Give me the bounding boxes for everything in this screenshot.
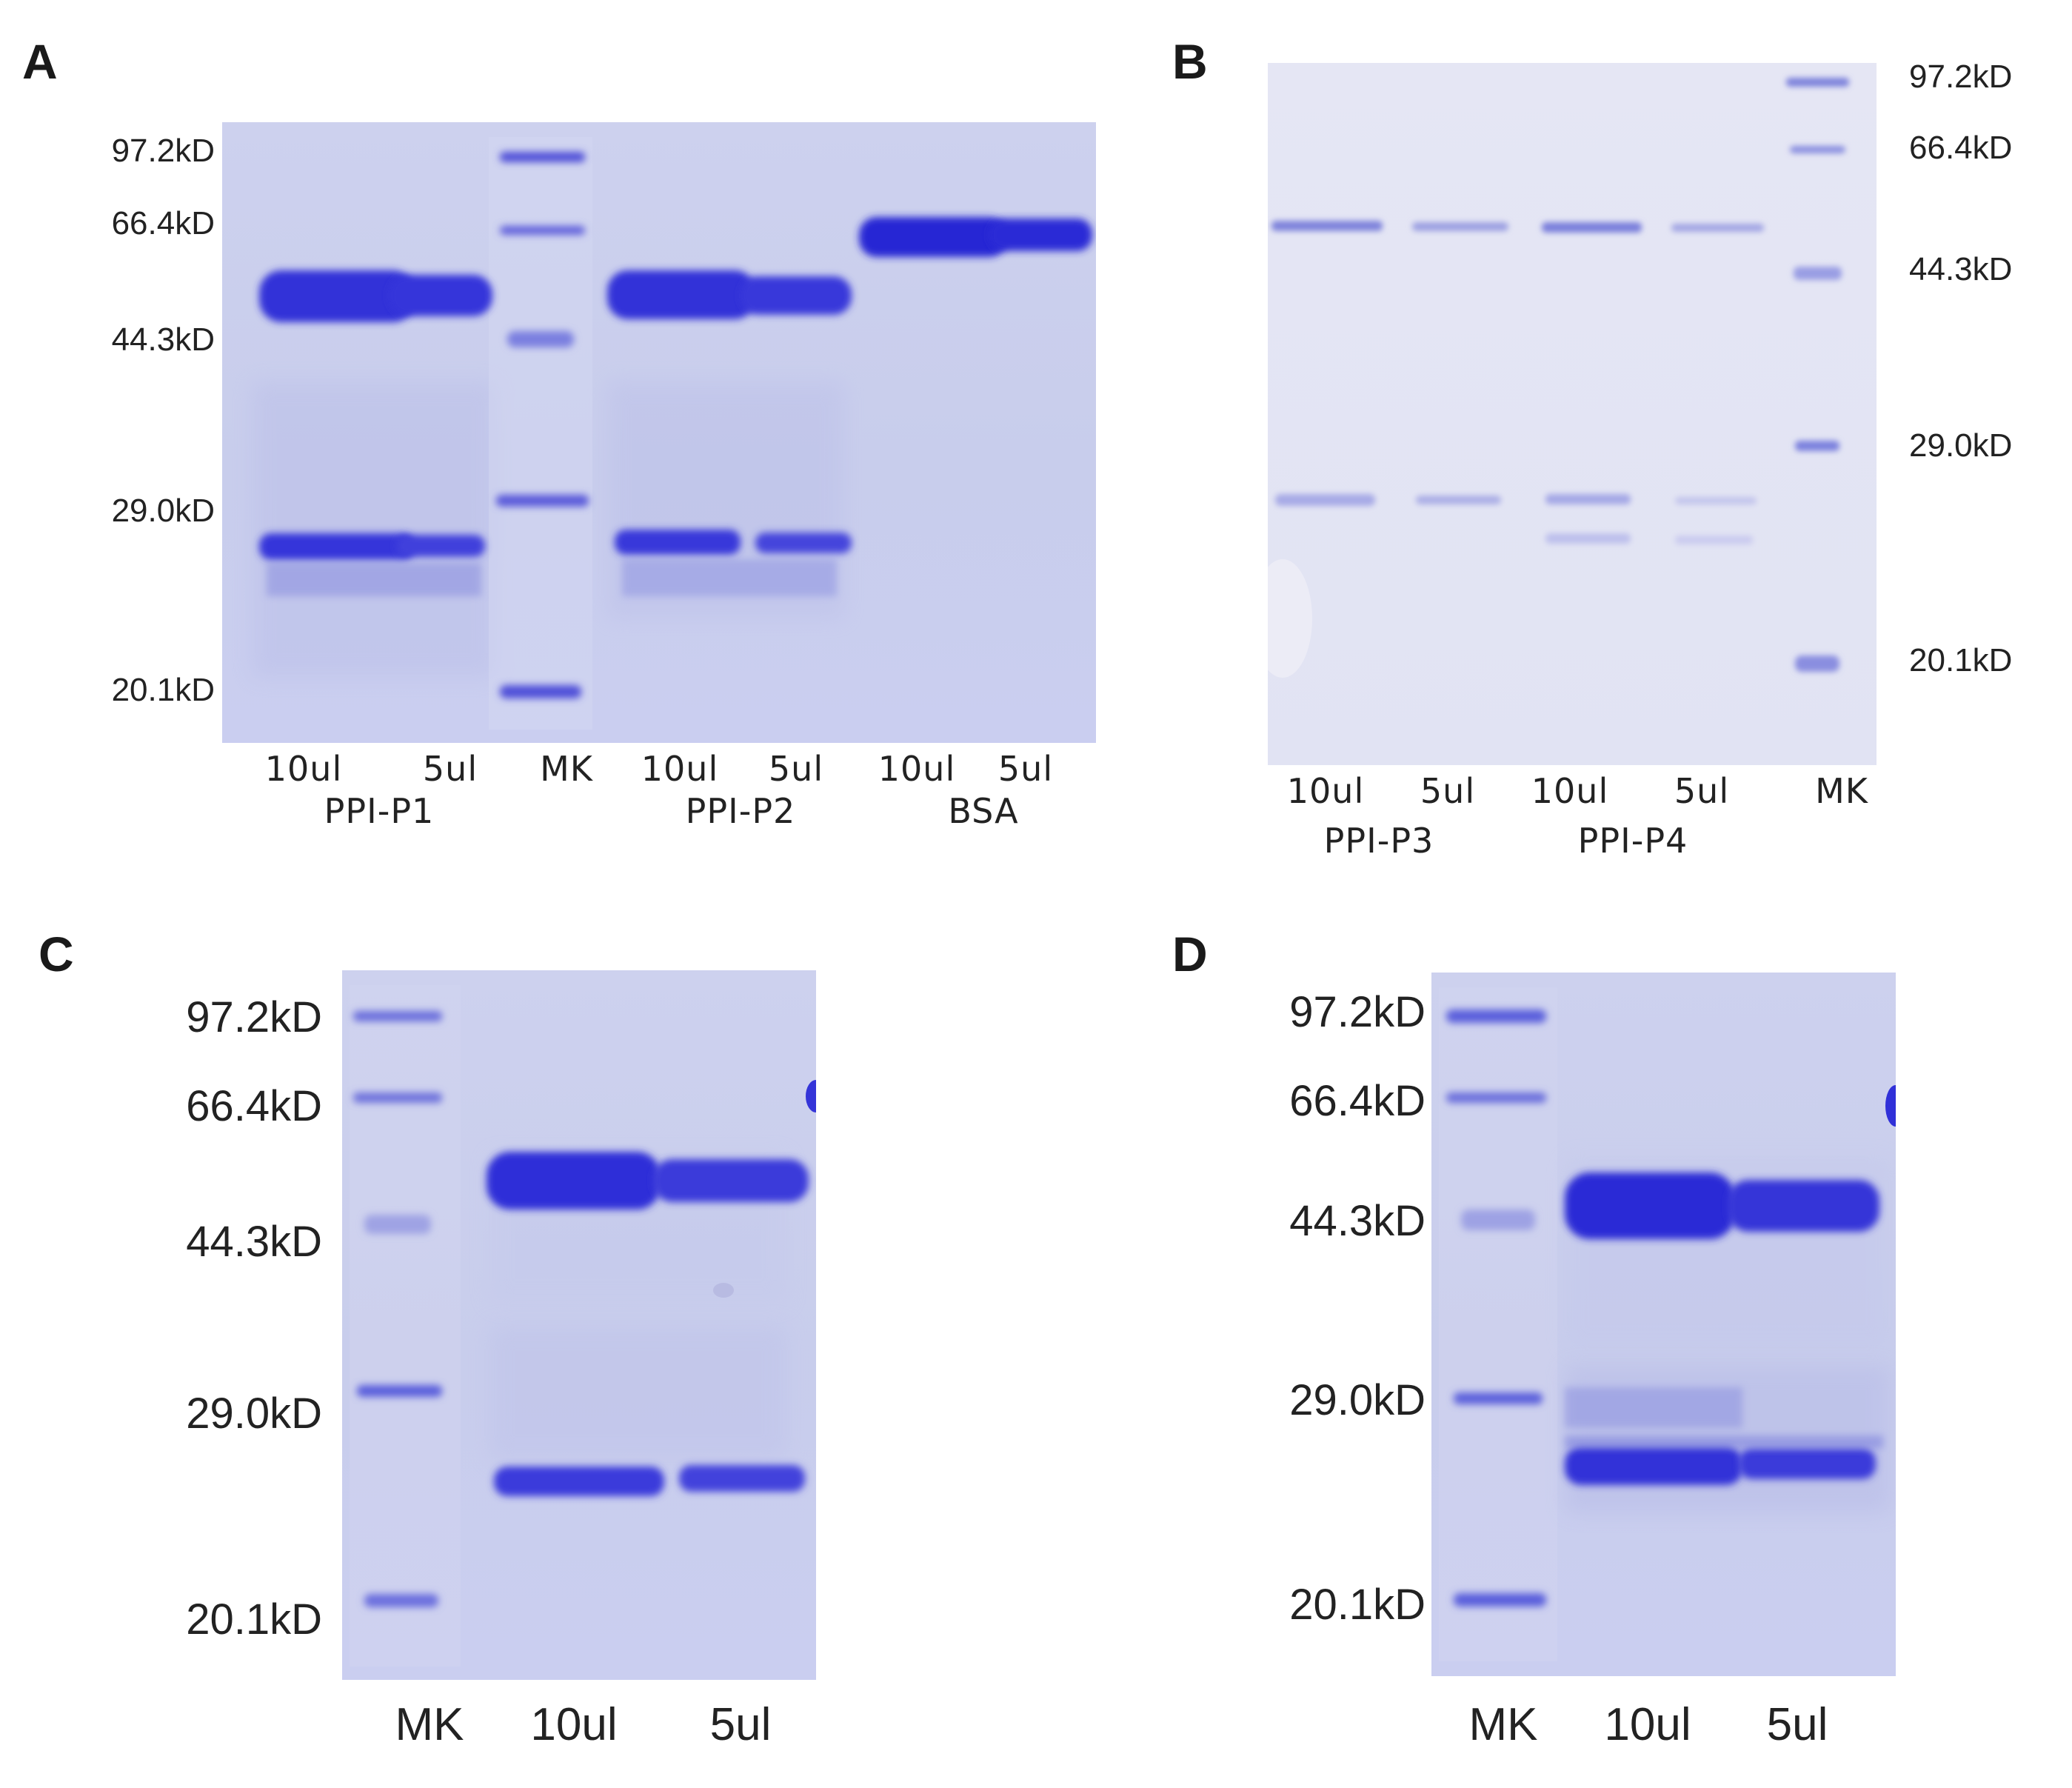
lane-label: 10ul	[264, 749, 343, 789]
marker-label: 29.0kD	[1289, 1376, 1426, 1424]
marker-label: 66.4kD	[1289, 1077, 1426, 1125]
marker-label: 44.3kD	[1909, 251, 2013, 287]
lane-label: 5ul	[422, 749, 478, 789]
lane-label: 10ul	[1531, 771, 1609, 811]
lane-label: 5ul	[1766, 1699, 1828, 1750]
marker-label: 66.4kD	[1909, 130, 2013, 166]
sample-group-label: PPI-P2	[685, 791, 796, 831]
lane-label: 5ul	[1420, 771, 1476, 811]
lane-label: MK	[395, 1699, 464, 1750]
marker-label: 97.2kD	[111, 133, 215, 169]
lane-label: 10ul	[530, 1699, 618, 1750]
lane-label: 10ul	[641, 749, 719, 789]
lane-label: 5ul	[1674, 771, 1730, 811]
marker-label: 66.4kD	[186, 1082, 322, 1130]
gel-bands	[1268, 78, 1849, 678]
lane-label: 5ul	[709, 1699, 772, 1750]
marker-label: 44.3kD	[111, 321, 215, 358]
panel-letter: A	[22, 34, 58, 89]
marker-label: 97.2kD	[1289, 988, 1426, 1036]
gel-image	[1431, 973, 1896, 1676]
gel-bands	[1439, 987, 1896, 1661]
panel-letter: D	[1172, 927, 1208, 981]
lane-label: MK	[1468, 1699, 1538, 1750]
lane-label: 10ul	[1286, 771, 1365, 811]
lane-label: 10ul	[878, 749, 956, 789]
sample-group-label: BSA	[948, 791, 1019, 831]
gel-bands	[252, 137, 1092, 730]
lane-label: MK	[540, 749, 593, 789]
marker-label: 66.4kD	[111, 205, 215, 241]
gel-bands	[350, 985, 816, 1667]
marker-label: 20.1kD	[111, 672, 215, 708]
gel-image	[342, 970, 816, 1680]
marker-label: 29.0kD	[186, 1390, 322, 1438]
marker-label: 20.1kD	[1289, 1581, 1426, 1629]
gel-image	[1268, 63, 1877, 765]
marker-label: 44.3kD	[1289, 1197, 1426, 1245]
lane-label: 5ul	[768, 749, 824, 789]
marker-label: 97.2kD	[1909, 59, 2013, 95]
sample-group-label: PPI-P3	[1323, 821, 1434, 861]
marker-label: 44.3kD	[186, 1218, 322, 1266]
marker-label: 29.0kD	[1909, 427, 2013, 464]
gel-image	[222, 122, 1096, 743]
lane-label: 10ul	[1604, 1699, 1691, 1750]
lane-label: 5ul	[997, 749, 1054, 789]
panel-letter: C	[39, 927, 74, 981]
lane-label: MK	[1815, 771, 1868, 811]
sample-group-label: PPI-P4	[1577, 821, 1688, 861]
marker-label: 97.2kD	[186, 993, 322, 1041]
marker-label: 29.0kD	[111, 493, 215, 529]
marker-label: 20.1kD	[186, 1595, 322, 1644]
marker-label: 20.1kD	[1909, 642, 2013, 678]
sample-group-label: PPI-P1	[324, 791, 435, 831]
panel-letter: B	[1172, 34, 1208, 89]
